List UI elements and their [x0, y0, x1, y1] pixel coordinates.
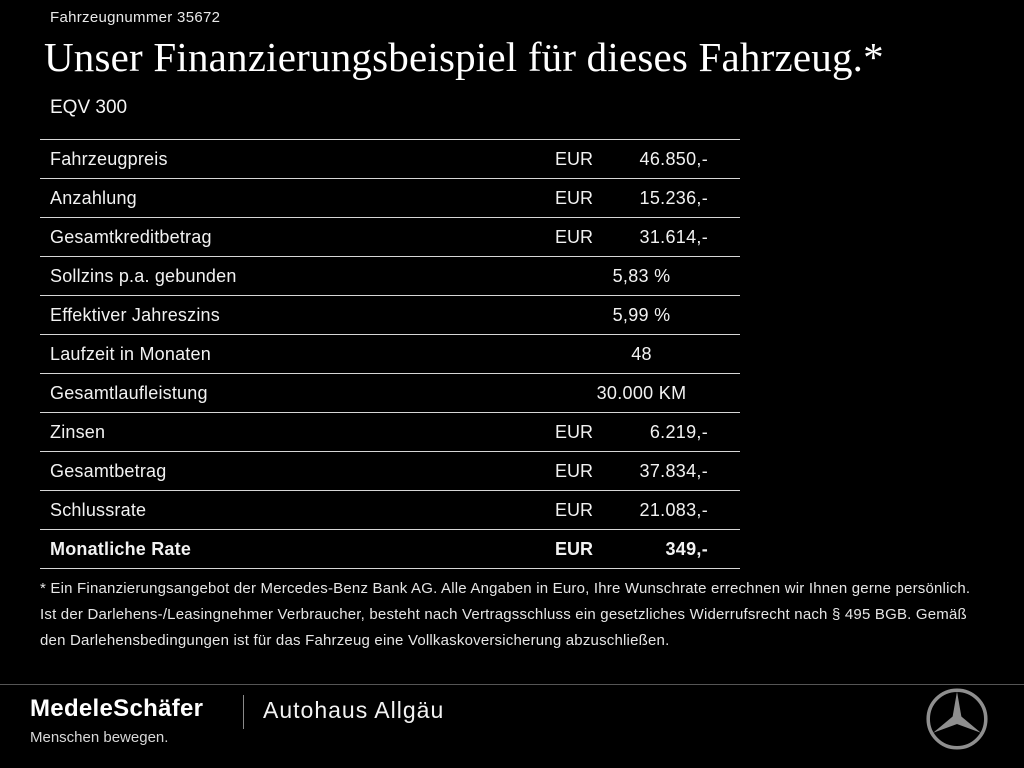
row-value: 5,83 % [612, 265, 671, 286]
row-currency: EUR [555, 499, 594, 520]
table-row: Gesamtbetrag EUR 37.834,- [40, 451, 740, 490]
table-row-monthly-rate: Monatliche Rate EUR 349,- [40, 529, 740, 569]
row-currency: EUR [555, 187, 594, 208]
row-values: EUR 37.834,- [555, 461, 740, 482]
table-row: Gesamtlaufleistung 30.000 KM [40, 373, 740, 412]
row-label: Zinsen [50, 421, 106, 442]
row-values: 30.000 KM [555, 383, 740, 404]
footer: MedeleSchäfer Menschen bewegen. Autohaus… [0, 685, 1024, 768]
row-value: 48 [631, 343, 652, 364]
row-value: 31.614,- [639, 226, 708, 247]
vehicle-model: EQV 300 [50, 97, 128, 118]
mercedes-star-icon [925, 687, 989, 751]
table-row: Zinsen EUR 6.219,- [40, 412, 740, 451]
row-currency: EUR [555, 421, 594, 442]
row-values: EUR 15.236,- [555, 188, 740, 209]
row-label: Schlussrate [50, 499, 147, 520]
footer-vertical-divider [243, 695, 244, 729]
row-label: Effektiver Jahreszins [50, 304, 220, 325]
dealer-logo-autohaus-allgaeu: Autohaus Allgäu [263, 697, 445, 723]
row-value: 349,- [665, 538, 708, 559]
vehicle-number: Fahrzeugnummer 35672 [50, 9, 221, 26]
row-currency: EUR [555, 148, 594, 169]
dealer-tagline: Menschen bewegen. [30, 729, 169, 746]
row-value: 30.000 KM [596, 382, 687, 403]
row-label: Gesamtkreditbetrag [50, 226, 212, 247]
row-values: EUR 46.850,- [555, 149, 740, 170]
row-value: 15.236,- [639, 187, 708, 208]
table-row: Sollzins p.a. gebunden 5,83 % [40, 256, 740, 295]
row-values: EUR 31.614,- [555, 227, 740, 248]
row-label: Gesamtlaufleistung [50, 382, 208, 403]
table-row: Laufzeit in Monaten 48 [40, 334, 740, 373]
row-value: 6.219,- [649, 421, 708, 442]
row-label: Anzahlung [50, 187, 137, 208]
row-currency: EUR [555, 538, 594, 559]
table-row: Gesamtkreditbetrag EUR 31.614,- [40, 217, 740, 256]
legal-footnote: * Ein Finanzierungsangebot der Mercedes-… [40, 580, 971, 649]
row-value: 5,99 % [612, 304, 671, 325]
row-value: 21.083,- [639, 499, 708, 520]
financing-table: Fahrzeugpreis EUR 46.850,- Anzahlung EUR 1… [40, 139, 740, 569]
row-values: 5,83 % [555, 266, 740, 287]
row-currency: EUR [555, 226, 594, 247]
table-row: Effektiver Jahreszins 5,99 % [40, 295, 740, 334]
row-values: EUR 6.219,- [555, 422, 740, 443]
row-label: Sollzins p.a. gebunden [50, 265, 237, 286]
page-title: Unser Finanzierungsbeispiel für dieses F… [44, 34, 884, 80]
dealer-logo-medeleschaefer: MedeleSchäfer [30, 695, 204, 722]
row-currency: EUR [555, 460, 594, 481]
row-values: 48 [555, 344, 740, 365]
table-row: Fahrzeugpreis EUR 46.850,- [40, 139, 740, 178]
row-value: 37.834,- [639, 460, 708, 481]
table-row: Schlussrate EUR 21.083,- [40, 490, 740, 529]
row-label: Laufzeit in Monaten [50, 343, 211, 364]
row-values: EUR 349,- [555, 539, 740, 560]
table-row: Anzahlung EUR 15.236,- [40, 178, 740, 217]
footer-divider [0, 684, 1024, 685]
row-label: Monatliche Rate [50, 538, 192, 559]
row-value: 46.850,- [639, 148, 708, 169]
row-label: Gesamtbetrag [50, 460, 167, 481]
row-label: Fahrzeugpreis [50, 148, 168, 169]
row-values: 5,99 % [555, 305, 740, 326]
row-values: EUR 21.083,- [555, 500, 740, 521]
